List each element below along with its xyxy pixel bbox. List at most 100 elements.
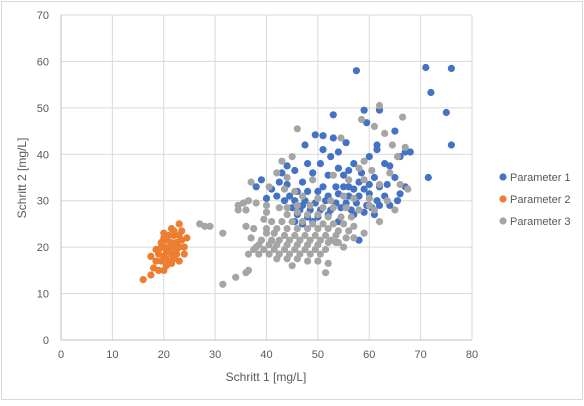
data-point	[352, 67, 360, 75]
data-point	[157, 243, 165, 251]
data-point	[329, 134, 337, 142]
data-point	[167, 225, 176, 233]
data-point	[247, 234, 255, 242]
data-point	[324, 171, 332, 179]
data-point	[391, 206, 399, 214]
data-point	[391, 127, 399, 135]
data-point	[167, 238, 176, 247]
data-point	[329, 220, 337, 228]
data-point	[283, 255, 291, 263]
data-point	[180, 243, 188, 251]
data-point	[173, 245, 181, 254]
data-point	[309, 176, 317, 184]
y-tick-label: 10	[37, 289, 49, 301]
data-point	[265, 250, 273, 258]
data-point	[262, 194, 271, 202]
data-point	[375, 180, 384, 189]
data-point	[244, 197, 253, 205]
data-point	[311, 231, 319, 240]
data-point	[252, 199, 260, 207]
data-point	[401, 143, 409, 151]
data-point	[252, 183, 260, 191]
data-point	[219, 280, 227, 288]
x-tick-label: 70	[415, 349, 427, 361]
data-point	[373, 146, 381, 154]
data-point	[314, 225, 322, 233]
data-point	[324, 259, 332, 267]
data-point	[350, 234, 358, 242]
data-point	[165, 245, 173, 254]
data-point	[319, 204, 327, 212]
data-point	[247, 178, 255, 186]
data-point	[424, 173, 432, 182]
data-point	[232, 273, 240, 281]
data-point	[278, 169, 286, 177]
data-point	[342, 204, 350, 212]
data-point	[324, 225, 332, 233]
data-point	[347, 213, 355, 221]
data-point	[319, 132, 327, 140]
data-point	[355, 164, 363, 172]
data-point	[422, 63, 430, 72]
data-point	[183, 234, 191, 242]
data-point	[360, 106, 368, 114]
data-point	[357, 115, 366, 124]
data-point	[340, 183, 348, 191]
data-point	[350, 160, 358, 168]
data-point	[322, 269, 330, 277]
x-axis-label: Schritt 1 [mg/L]	[226, 370, 307, 384]
data-point	[219, 229, 227, 237]
data-point	[273, 192, 281, 200]
data-point	[365, 201, 373, 209]
data-point	[167, 259, 176, 267]
data-point	[283, 204, 291, 212]
data-point	[319, 146, 327, 154]
data-point	[337, 204, 345, 212]
data-point	[322, 197, 330, 205]
data-point	[298, 192, 307, 200]
axes	[60, 15, 472, 341]
data-point	[304, 187, 312, 195]
y-tick-label: 60	[37, 56, 49, 68]
data-point	[319, 183, 327, 191]
legend-marker	[499, 217, 507, 225]
data-point	[309, 169, 317, 177]
data-point	[360, 229, 368, 237]
series-parameter-2	[139, 220, 191, 284]
legend-label: Parameter 3	[510, 216, 571, 228]
data-point	[155, 266, 163, 274]
series-parameter-3	[196, 101, 412, 288]
data-point	[283, 173, 291, 182]
data-point	[386, 169, 394, 177]
data-point	[201, 222, 209, 230]
data-point	[375, 218, 384, 226]
data-point	[252, 243, 260, 251]
data-point	[139, 276, 147, 284]
data-point	[291, 166, 299, 175]
data-point	[345, 176, 353, 184]
data-point	[393, 197, 402, 205]
data-point	[391, 173, 399, 182]
data-point	[301, 231, 309, 240]
data-point	[365, 180, 373, 189]
data-point	[255, 250, 263, 258]
data-point	[368, 166, 376, 175]
data-point	[337, 213, 345, 221]
data-point	[162, 255, 170, 263]
data-point	[365, 194, 373, 202]
data-point	[298, 201, 307, 209]
data-point	[340, 243, 348, 251]
data-point	[244, 250, 253, 258]
data-point	[345, 183, 353, 191]
x-tick-label: 80	[466, 349, 478, 361]
data-point	[275, 204, 283, 212]
data-point	[404, 185, 412, 193]
data-point	[304, 225, 312, 233]
data-point	[340, 171, 348, 179]
data-point	[291, 231, 299, 240]
data-point	[293, 225, 301, 233]
data-point	[147, 271, 155, 279]
data-point	[329, 111, 337, 119]
data-point	[332, 231, 340, 240]
